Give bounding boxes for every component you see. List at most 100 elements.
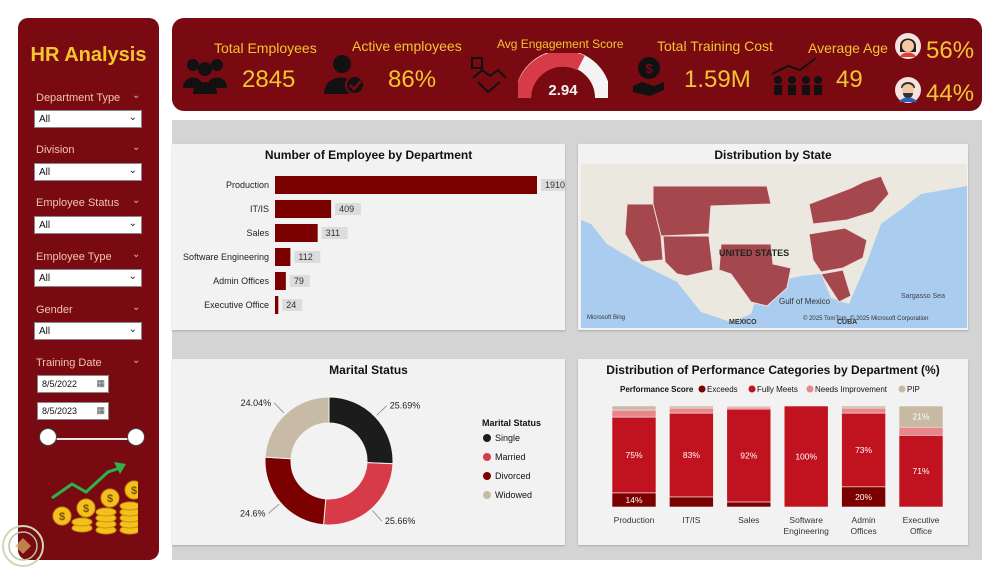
engagement-gauge: 2.94 [518, 53, 608, 99]
data-label-box [335, 203, 362, 215]
group-people-icon [183, 59, 227, 94]
category-label: IT/IS [250, 204, 269, 214]
filter-label-employee-status: Employee Status [36, 197, 120, 209]
app-title: HR Analysis [30, 44, 147, 66]
active-employees-label: Active employees [352, 38, 462, 54]
segment-data-label: 100% [795, 452, 817, 462]
performance-segment [726, 408, 772, 503]
donut-slice [264, 456, 327, 526]
male-percentage: 44% [926, 80, 975, 107]
start-date-value: 8/5/2022 [42, 379, 78, 389]
calendar-icon[interactable]: ▦ [96, 405, 105, 415]
performance-segment [611, 416, 657, 494]
slice-data-label: 25.69% [390, 401, 421, 411]
legend-item: Single [495, 433, 520, 443]
category-label: IT/IS [682, 515, 700, 525]
performance-segment [898, 405, 944, 428]
employee-status-dropdown[interactable]: All ⌄ [34, 216, 142, 234]
legend-item: Divorced [495, 471, 531, 481]
performance-segment [898, 426, 944, 436]
user-check-icon [324, 55, 365, 95]
dropdown-value: All [39, 220, 51, 231]
age-growth-icon [771, 57, 822, 95]
training-start-date-input[interactable]: 8/5/2022 ▦ [37, 375, 109, 393]
chevron-down-icon: ⌄ [128, 324, 137, 335]
date-range-slider-track[interactable] [46, 438, 136, 440]
legend-item: Widowed [495, 490, 532, 500]
employee-type-dropdown[interactable]: All ⌄ [34, 269, 142, 287]
data-label-box [289, 275, 310, 287]
department-bar [275, 296, 279, 314]
department-chart-panel[interactable]: Number of Employee by Department Product… [172, 144, 565, 330]
chevron-down-icon[interactable]: ⌄ [132, 142, 141, 153]
category-label: Production [226, 180, 269, 190]
state-distribution-map[interactable]: UNITED STATES Gulf of Mexico MEXICO CUBA… [581, 164, 967, 328]
performance-stacked-chart[interactable]: Performance Score Exceeds Fully Meets Needs… [578, 359, 968, 545]
category-label: Admin [852, 515, 876, 525]
training-end-date-input[interactable]: 8/5/2023 ▦ [37, 402, 109, 420]
state-map-title: Distribution by State [714, 148, 832, 162]
legend-item: Married [495, 452, 526, 462]
male-avatar-icon [895, 77, 921, 103]
performance-segment [611, 405, 657, 411]
chevron-down-icon: ⌄ [128, 112, 137, 123]
performance-segment [669, 496, 714, 508]
donut-slice [264, 396, 330, 460]
date-range-start-handle[interactable] [39, 428, 57, 446]
marital-status-panel[interactable]: Marital Status 25.69% 25.66% 24.6% 24.04% Ma… [172, 359, 565, 545]
segment-data-label: 83% [683, 450, 700, 460]
svg-text:$: $ [645, 61, 653, 76]
division-dropdown[interactable]: All ⌄ [34, 163, 142, 181]
svg-text:$: $ [59, 511, 65, 523]
filter-label-employee-type: Employee Type [36, 251, 112, 263]
map-attribution-bing: Microsoft Bing [587, 315, 625, 321]
department-bar [275, 200, 332, 218]
legend-marker [898, 385, 906, 393]
category-label: Software Engineering [183, 252, 269, 262]
dropdown-value: All [39, 167, 51, 178]
category-label: Executive [903, 515, 940, 525]
data-label: 409 [339, 204, 354, 214]
legend-title: Performance Score [620, 385, 694, 394]
category-label: Sales [246, 228, 269, 238]
chevron-down-icon: ⌄ [128, 271, 137, 282]
chevron-down-icon[interactable]: ⌄ [132, 249, 141, 260]
watermark-logo [2, 525, 44, 567]
segment-data-label: 21% [912, 412, 929, 422]
chevron-down-icon[interactable]: ⌄ [132, 355, 141, 366]
svg-text:$: $ [131, 485, 137, 497]
total-employees-value: 2845 [242, 66, 296, 93]
marital-status-donut-chart[interactable]: 25.69% 25.66% 24.6% 24.04% Marital Status Sin… [172, 359, 565, 545]
department-type-dropdown[interactable]: All ⌄ [34, 110, 142, 128]
category-label: Office [910, 526, 932, 536]
map-label-sea: Sargasso Sea [901, 293, 945, 300]
chevron-down-icon[interactable]: ⌄ [132, 195, 141, 206]
training-cost-label: Total Training Cost [657, 38, 773, 54]
chevron-down-icon[interactable]: ⌄ [132, 90, 141, 101]
map-label-mexico: MEXICO [729, 319, 757, 326]
donut-slice [328, 396, 394, 465]
data-label-box [282, 299, 303, 311]
performance-segment [783, 405, 829, 508]
department-bar-chart[interactable]: Production 1910 IT/IS 409 Sales 311 Software E… [172, 144, 565, 330]
category-label: Executive Office [204, 300, 269, 310]
report-canvas: Number of Employee by Department Product… [172, 120, 982, 560]
performance-segment [841, 407, 886, 414]
dropdown-value: All [39, 114, 51, 125]
segment-data-label: 75% [625, 450, 642, 460]
state-map-panel[interactable]: Distribution by State UNITED STATES Gulf… [578, 144, 968, 330]
category-label: Offices [850, 526, 876, 536]
chevron-down-icon[interactable]: ⌄ [132, 302, 141, 313]
calendar-icon[interactable]: ▦ [96, 378, 105, 388]
category-label: Production [614, 515, 655, 525]
slice-data-label: 24.04% [241, 398, 272, 408]
gender-dropdown[interactable]: All ⌄ [34, 322, 142, 340]
data-label: 1910 [545, 180, 565, 190]
marital-status-title: Marital Status [329, 363, 408, 377]
active-employees-value: 86% [388, 66, 437, 93]
performance-panel[interactable]: Distribution of Performance Categories b… [578, 359, 968, 545]
legend-marker [483, 453, 491, 461]
legend-marker [483, 472, 491, 480]
segment-data-label: 20% [855, 492, 872, 502]
date-range-end-handle[interactable] [127, 428, 145, 446]
